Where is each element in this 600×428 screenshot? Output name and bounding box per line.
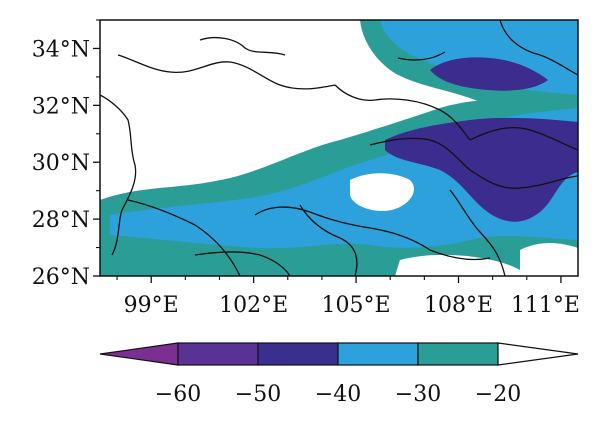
boundary-line-4 bbox=[334, 84, 471, 141]
colorbar-label-1: −60 bbox=[155, 382, 201, 407]
boundary-line-11 bbox=[499, 20, 578, 76]
colorbar-label-5: −20 bbox=[475, 382, 521, 407]
lat-tick-label: 32°N bbox=[32, 94, 90, 119]
field-hole-south bbox=[395, 254, 530, 276]
admin-boundaries bbox=[100, 20, 578, 276]
colorbar-bin-4 bbox=[417, 342, 499, 366]
lat-tick-label: 30°N bbox=[32, 151, 90, 176]
lon-tick-label: 102°E bbox=[219, 293, 288, 318]
colorbar-label-4: −30 bbox=[395, 382, 441, 407]
boundary-line-7 bbox=[127, 199, 241, 276]
colorbar-triangle-left bbox=[99, 342, 179, 366]
boundary-line-8 bbox=[254, 206, 491, 261]
colorbar-bin-2 bbox=[257, 342, 339, 366]
lon-tick-label: 99°E bbox=[124, 293, 179, 318]
field-hole-mid bbox=[350, 173, 414, 211]
colorbar-label-3: −40 bbox=[315, 382, 361, 407]
precip-field bbox=[100, 20, 578, 276]
map-frame bbox=[99, 19, 579, 277]
colorbar: −60 −50 −40 −30 −20 bbox=[99, 342, 579, 407]
boundary-line-13 bbox=[397, 51, 446, 61]
colorbar-bin-1 bbox=[177, 342, 259, 366]
lat-tick-label: 28°N bbox=[32, 208, 90, 233]
boundary-line-10 bbox=[449, 189, 506, 276]
field-purple-north bbox=[430, 57, 548, 91]
colorbar-triangle-right bbox=[497, 342, 579, 366]
longitude-axis: 99°E 102°E 105°E 108°E 111°E bbox=[116, 276, 580, 318]
boundary-line-6 bbox=[469, 127, 578, 151]
lat-tick-label: 26°N bbox=[32, 265, 90, 290]
boundary-line-3 bbox=[199, 37, 286, 56]
boundary-line-5 bbox=[369, 137, 578, 189]
lon-tick-label: 108°E bbox=[424, 293, 493, 318]
lon-tick-label: 105°E bbox=[322, 293, 391, 318]
boundary-line-1 bbox=[100, 94, 137, 256]
lon-tick-label: 111°E bbox=[511, 293, 580, 318]
boundary-line-2 bbox=[117, 54, 336, 90]
boundary-line-9 bbox=[299, 204, 358, 276]
colorbar-bin-3 bbox=[337, 342, 419, 366]
colorbar-label-2: −50 bbox=[235, 382, 281, 407]
field-hole-east bbox=[520, 243, 578, 276]
field-purple-east bbox=[385, 117, 578, 222]
field-hole-center bbox=[100, 20, 360, 178]
map-panel bbox=[99, 19, 579, 277]
latitude-axis: 34°N 32°N 30°N 28°N 26°N bbox=[32, 19, 100, 290]
boundary-line-12 bbox=[194, 251, 291, 276]
lat-tick-label: 34°N bbox=[32, 37, 90, 62]
